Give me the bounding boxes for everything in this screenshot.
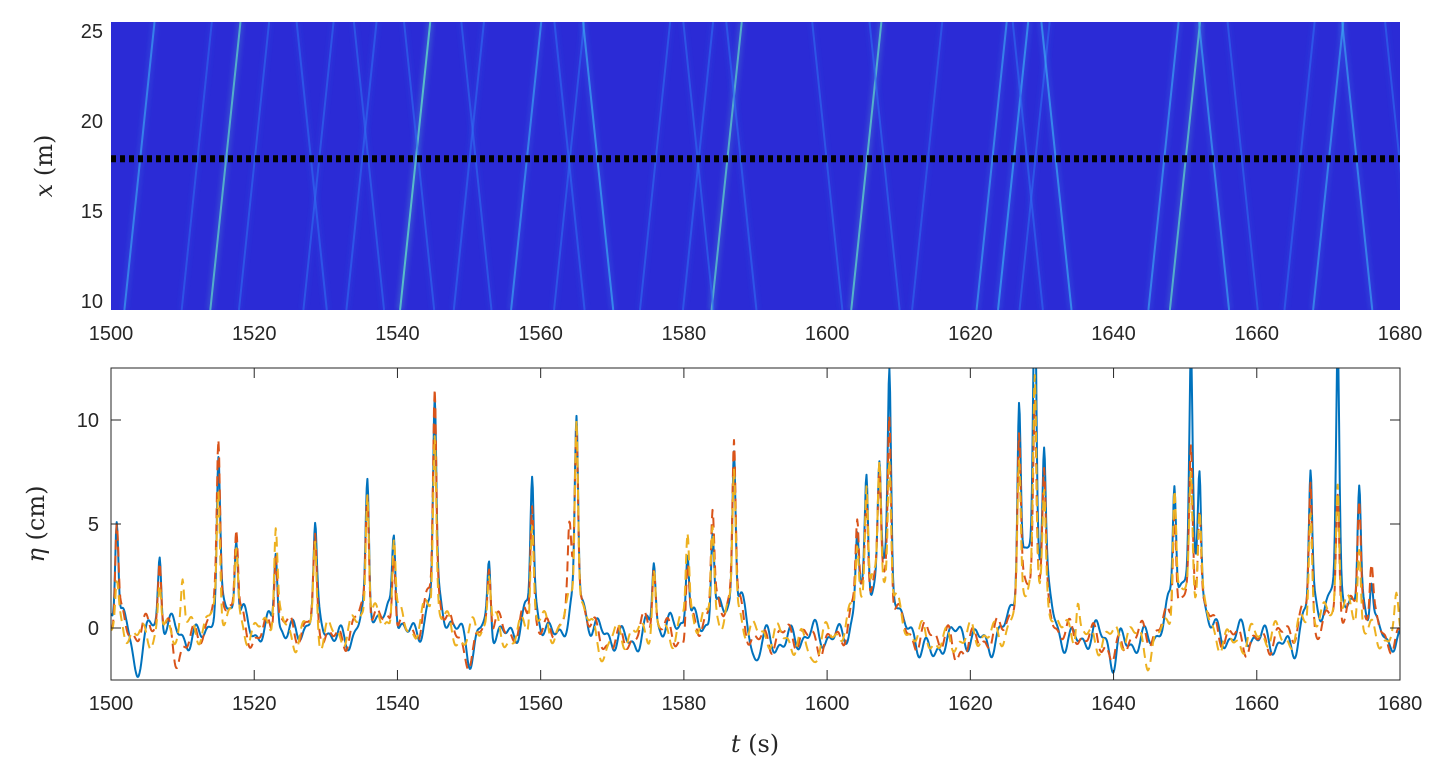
heatmap-ridge	[237, 22, 271, 310]
heatmap-ridge	[1168, 22, 1202, 310]
timeseries-x-tick-label: 1560	[518, 693, 563, 715]
heatmap-y-ticks: 10 15 20 25	[81, 21, 103, 313]
heatmap-x-tick-label: 1640	[1091, 323, 1136, 345]
timeseries-y-tick-label: 5	[88, 514, 99, 536]
heatmap-ridge	[345, 22, 378, 310]
timeseries-lines	[111, 368, 1400, 678]
heatmap-ridge	[1197, 22, 1231, 310]
heatmap-ridge	[975, 22, 1008, 310]
heatmap-y-tick-label: 25	[81, 21, 103, 43]
heatmap-ridge	[452, 22, 485, 310]
heatmap-ridge	[1040, 22, 1073, 310]
heatmap-ridge	[868, 22, 901, 310]
timeseries-x-tick-label: 1500	[89, 693, 134, 715]
heatmap-x-tick-label: 1680	[1378, 323, 1423, 345]
heatmap-ridge	[553, 22, 586, 310]
timeseries-y-tick-label: 0	[88, 618, 99, 640]
timeseries-panel: 0 5 10 1500 1520 1540 1560 1580 1600 1620 1640 166…	[22, 367, 1423, 758]
timeseries-x-axis-label: t (s)	[731, 730, 779, 758]
heatmap-ridge	[1341, 22, 1374, 310]
timeseries-y-unit: (cm)	[22, 486, 50, 541]
heatmap-ridge	[352, 22, 386, 310]
heatmap-y-tick-label: 20	[81, 111, 103, 133]
timeseries-line-3	[111, 374, 1400, 672]
heatmap-ridge	[911, 22, 944, 310]
timeseries-x-tick-label: 1540	[375, 693, 420, 715]
timeseries-y-tick-label: 10	[77, 410, 99, 432]
timeseries-x-tick-label: 1680	[1378, 693, 1423, 715]
heatmap-x-tick-label: 1600	[805, 323, 850, 345]
heatmap-y-axis-label: x (m)	[30, 135, 58, 198]
heatmap-y-var: x	[30, 183, 58, 197]
timeseries-x-tick-label: 1660	[1235, 693, 1280, 715]
heatmap-x-tick-label: 1620	[948, 323, 993, 345]
heatmap-ridge	[582, 22, 615, 310]
heatmap-y-unit: (m)	[30, 135, 58, 176]
heatmap-x-tick-label: 1540	[375, 323, 420, 345]
heatmap-ridge	[1384, 22, 1400, 174]
heatmap-ridge	[209, 22, 242, 310]
timeseries-y-ticks: 0 5 10	[77, 410, 1400, 640]
heatmap-ridge	[1011, 22, 1044, 310]
heatmap-ridge	[302, 22, 335, 310]
heatmap-ridge	[997, 22, 1030, 310]
heatmap-y-tick-label: 10	[81, 291, 103, 313]
timeseries-plot-area	[111, 368, 1400, 680]
timeseries-x-tick-label: 1620	[948, 693, 993, 715]
heatmap-ridge	[1226, 22, 1259, 310]
timeseries-x-unit: (s)	[748, 730, 779, 758]
heatmap-ridge	[403, 22, 436, 310]
heatmap-x-tick-label: 1660	[1235, 323, 1280, 345]
heatmap-ridge	[510, 22, 543, 310]
timeseries-x-tick-label: 1640	[1091, 693, 1136, 715]
heatmap-ridge	[1147, 22, 1180, 310]
heatmap-x-ticks: 1500 1520 1540 1560 1580 1600 1620 1640 1660 1680	[89, 323, 1423, 345]
heatmap-ridge	[710, 22, 743, 310]
timeseries-x-var: t	[731, 730, 741, 758]
heatmap-ridge	[725, 22, 758, 310]
heatmap-ridge	[682, 22, 715, 310]
heatmap-ridge	[399, 22, 432, 310]
heatmap-ridge	[460, 22, 493, 310]
heatmap-ridge	[638, 22, 672, 310]
heatmap-ridge	[295, 22, 328, 310]
timeseries-x-tick-label: 1600	[805, 693, 850, 715]
heatmap-y-tick-label: 15	[81, 201, 103, 223]
heatmap-ridge	[811, 22, 844, 310]
heatmap-ridge	[123, 22, 156, 310]
heatmap-ridge	[1312, 22, 1345, 310]
timeseries-y-axis-label: η (cm)	[22, 486, 50, 563]
heatmap-x-tick-label: 1580	[662, 323, 707, 345]
heatmap-x-tick-label: 1560	[518, 323, 563, 345]
heatmap-ridge	[180, 22, 213, 310]
timeseries-x-tick-label: 1520	[232, 693, 277, 715]
heatmap-ridges	[120, 22, 1400, 310]
heatmap-x-tick-label: 1500	[89, 323, 134, 345]
timeseries-x-tick-label: 1580	[662, 693, 707, 715]
timeseries-y-var: η	[22, 547, 50, 562]
timeseries-line-2	[111, 388, 1400, 671]
heatmap-x-tick-label: 1520	[232, 323, 277, 345]
heatmap-ridge	[1283, 22, 1316, 310]
timeseries-x-ticks: 1500 1520 1540 1560 1580 1600 1620 1640 1660 1680	[89, 368, 1423, 715]
